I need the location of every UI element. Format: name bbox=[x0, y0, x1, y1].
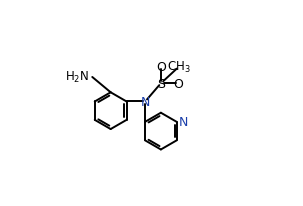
Text: CH$_3$: CH$_3$ bbox=[167, 60, 191, 75]
Text: O: O bbox=[174, 77, 184, 90]
Text: S: S bbox=[157, 77, 165, 90]
Text: N: N bbox=[140, 96, 150, 108]
Text: O: O bbox=[156, 61, 166, 74]
Text: N: N bbox=[178, 116, 188, 129]
Text: H$_2$N: H$_2$N bbox=[65, 69, 89, 84]
